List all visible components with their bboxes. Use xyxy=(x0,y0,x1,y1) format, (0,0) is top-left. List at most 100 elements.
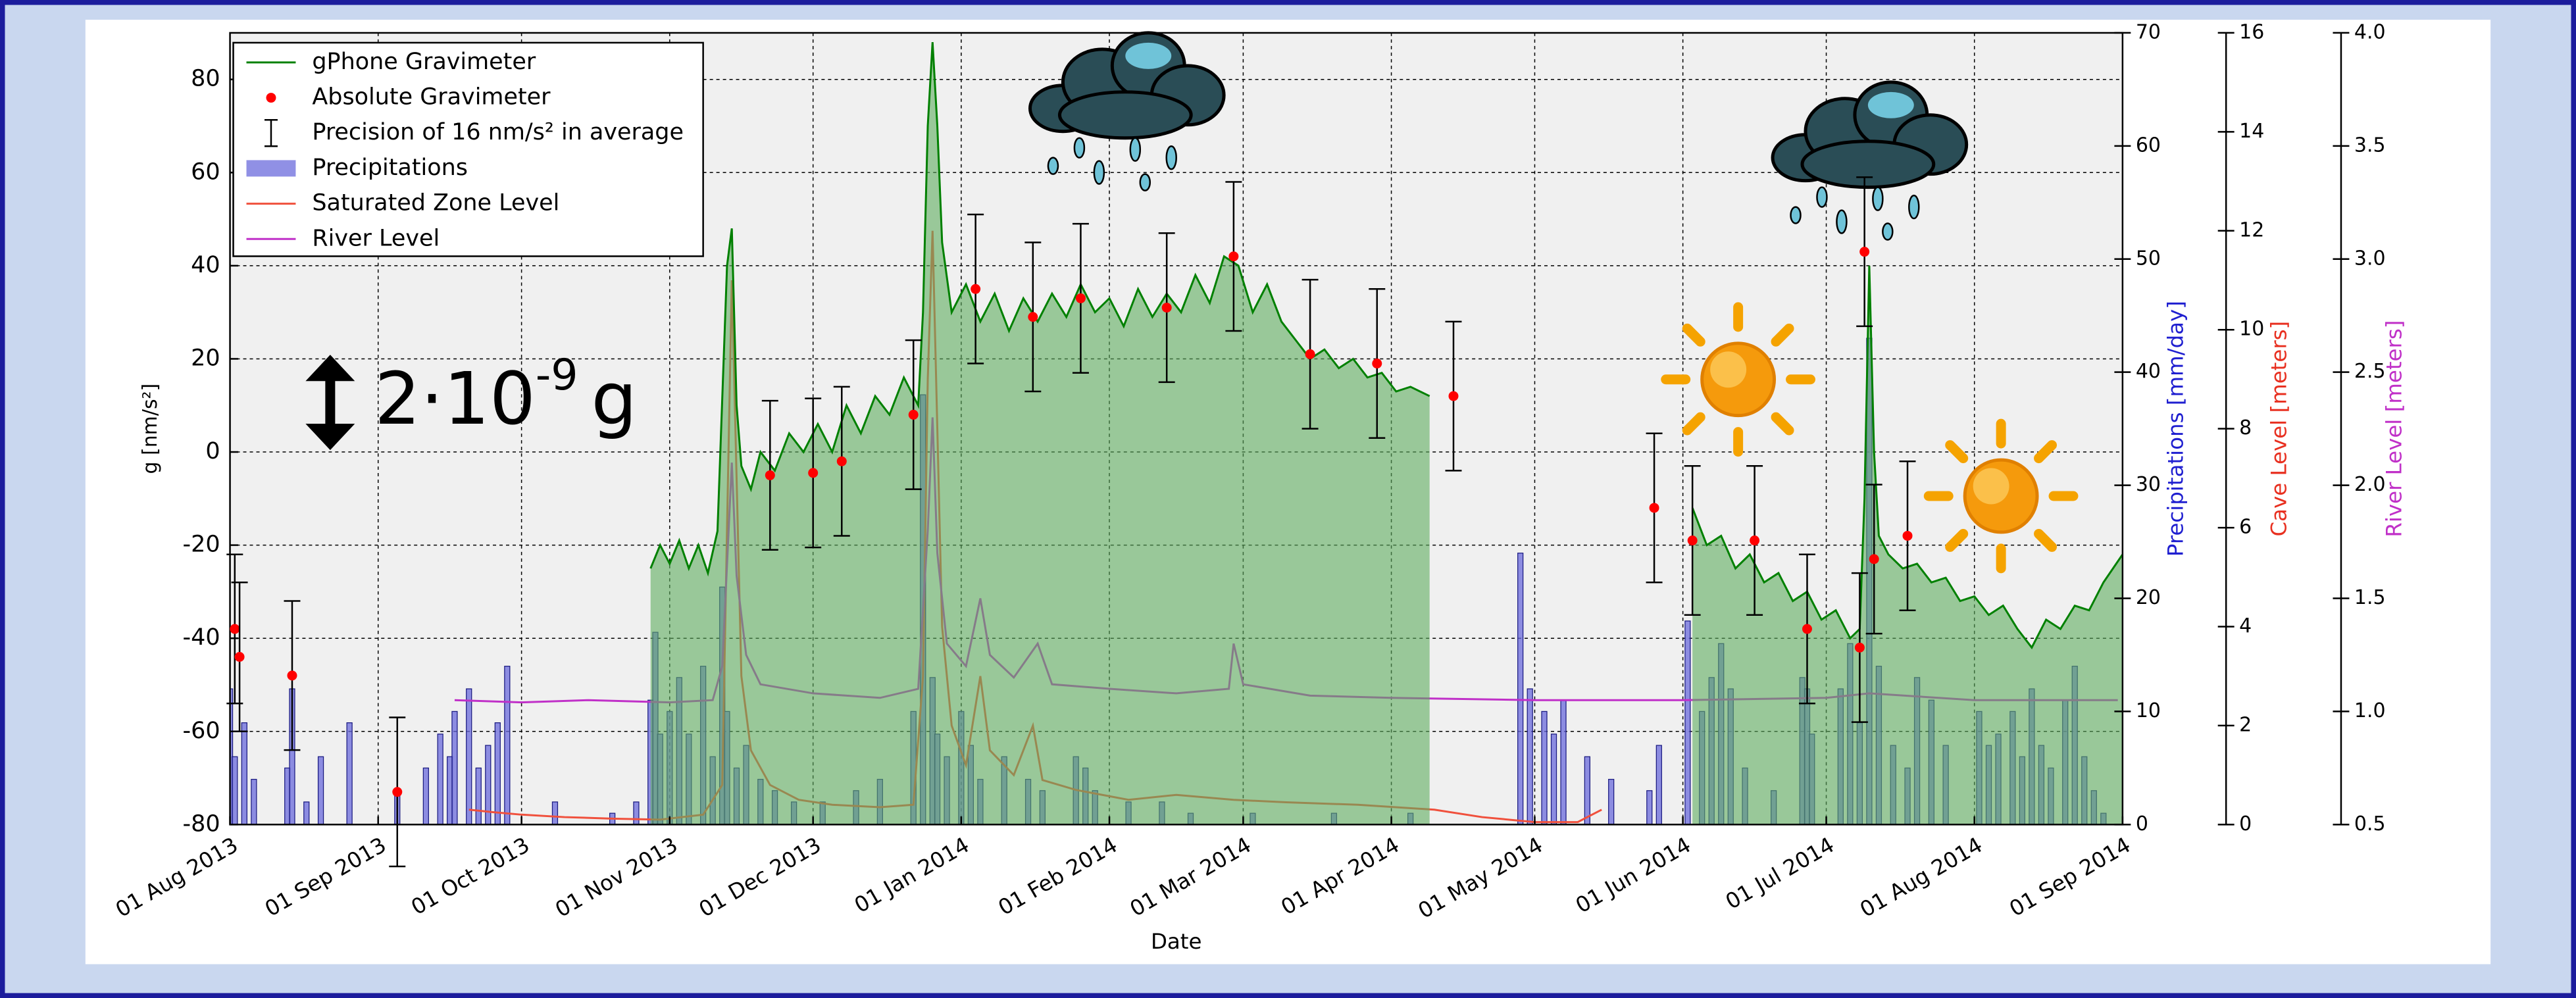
point xyxy=(230,624,240,634)
y2-tick-label: 0 xyxy=(2136,812,2148,836)
precipitation-bar xyxy=(1561,700,1566,824)
y3-axis-label: Cave Level [meters] xyxy=(2267,321,2292,537)
y4-tick-label: 1.5 xyxy=(2354,586,2386,609)
precipitation-bar xyxy=(495,723,500,825)
y2-tick-label: 50 xyxy=(2136,247,2161,270)
y2-tick-label: 30 xyxy=(2136,473,2161,496)
y2-tick-label: 20 xyxy=(2136,586,2161,609)
precipitation-bar xyxy=(1685,621,1690,824)
precipitation-bar xyxy=(1518,553,1523,825)
y-tick-label: 80 xyxy=(191,66,220,92)
y4-tick-label: 4.0 xyxy=(2354,20,2386,43)
precipitation-bar xyxy=(1552,734,1557,825)
page: {"chart_data": { "type": "combo", "xlabe… xyxy=(0,0,2576,998)
sun-icon xyxy=(1929,424,2073,568)
precipitation-bar xyxy=(241,723,247,825)
point xyxy=(1028,312,1038,322)
y-tick-label: -80 xyxy=(182,811,220,837)
precipitation-bar xyxy=(552,802,557,824)
precipitation-bar xyxy=(438,734,443,825)
y3-tick-label: 4 xyxy=(2239,614,2252,637)
legend-swatch xyxy=(247,160,296,176)
point xyxy=(1802,624,1812,634)
precipitation-bar xyxy=(1584,757,1590,824)
point xyxy=(1750,536,1759,545)
precipitation-bar xyxy=(1527,689,1532,824)
legend-label: Precision of 16 nm/s² in average xyxy=(312,119,684,145)
y-tick-label: -20 xyxy=(182,532,220,558)
scale-annotation: 2·10-9 g xyxy=(374,351,637,441)
annotation-base: 2·10 xyxy=(374,357,536,441)
y4-tick-label: 3.5 xyxy=(2354,134,2386,157)
point xyxy=(287,670,297,680)
y2-tick-label: 70 xyxy=(2136,20,2161,43)
point xyxy=(1650,503,1659,512)
precipitation-bar xyxy=(423,768,428,824)
y3-tick-label: 12 xyxy=(2239,218,2264,241)
legend-label: Saturated Zone Level xyxy=(312,190,559,216)
y-tick-label: 0 xyxy=(205,438,220,464)
x-axis-label: Date xyxy=(1151,929,1202,954)
point xyxy=(1228,251,1238,261)
annotation-unit: g xyxy=(592,357,638,441)
y4-tick-label: 3.0 xyxy=(2354,247,2386,270)
annotation-exponent: -9 xyxy=(536,351,578,400)
y2-tick-label: 40 xyxy=(2136,360,2161,383)
y4-tick-label: 1.0 xyxy=(2354,699,2386,722)
point xyxy=(1855,643,1865,653)
y3-tick-label: 2 xyxy=(2239,713,2252,736)
precipitation-bar xyxy=(1542,711,1547,824)
y3-tick-label: 14 xyxy=(2239,120,2264,143)
legend: gPhone Gravimeter Absolute Gravimeter Prec… xyxy=(234,43,703,257)
point xyxy=(837,457,847,466)
precipitation-bar xyxy=(232,757,238,824)
y4-axis-label: River Level [meters] xyxy=(2381,320,2406,537)
y4-tick-label: 0.5 xyxy=(2354,812,2386,836)
y2-axis-label: Precipitations [mm/day] xyxy=(2163,301,2188,557)
point xyxy=(392,787,402,797)
precipitation-bar xyxy=(304,802,309,824)
precipitation-bar xyxy=(347,723,352,825)
point xyxy=(1372,359,1382,368)
precipitation-bar xyxy=(251,780,257,825)
y-tick-label: -60 xyxy=(182,718,220,744)
point xyxy=(808,468,818,478)
precipitation-bar xyxy=(505,666,510,825)
legend-label: River Level xyxy=(312,225,440,251)
y3-tick-label: 8 xyxy=(2239,416,2252,439)
point xyxy=(1449,391,1459,401)
legend-label: Precipitations xyxy=(312,155,468,181)
y-tick-label: -40 xyxy=(182,624,220,651)
point xyxy=(1869,554,1879,564)
y-tick-label: 60 xyxy=(191,159,220,185)
precipitation-bar xyxy=(452,711,457,824)
y-axis-label: g [nm/s²] xyxy=(139,384,162,474)
y3-tick-label: 10 xyxy=(2239,318,2264,341)
y3-tick-label: 6 xyxy=(2239,516,2252,539)
legend-label: gPhone Gravimeter xyxy=(312,49,536,75)
point xyxy=(1903,531,1913,541)
point xyxy=(1162,303,1172,312)
point xyxy=(1859,247,1869,257)
y-tick-label: 20 xyxy=(191,345,220,371)
y3-tick-label: 0 xyxy=(2239,812,2252,836)
point xyxy=(1688,536,1698,545)
y2-tick-label: 10 xyxy=(2136,699,2161,722)
precipitation-bar xyxy=(467,689,472,824)
precipitation-bar xyxy=(1647,791,1652,825)
y3-tick-label: 16 xyxy=(2239,20,2264,43)
precipitation-bar xyxy=(1609,780,1614,825)
precipitation-bar xyxy=(1656,745,1661,824)
y2-tick-label: 60 xyxy=(2136,134,2161,157)
point xyxy=(765,470,775,480)
sun-icon xyxy=(1666,307,1811,452)
point xyxy=(235,652,245,662)
point xyxy=(971,284,980,294)
point xyxy=(1305,349,1315,359)
legend-label: Absolute Gravimeter xyxy=(312,84,551,111)
precipitation-bar xyxy=(318,757,324,824)
point xyxy=(909,410,919,420)
precipitation-bar xyxy=(476,768,481,824)
y-tick-label: 40 xyxy=(191,252,220,278)
point xyxy=(1076,293,1086,303)
